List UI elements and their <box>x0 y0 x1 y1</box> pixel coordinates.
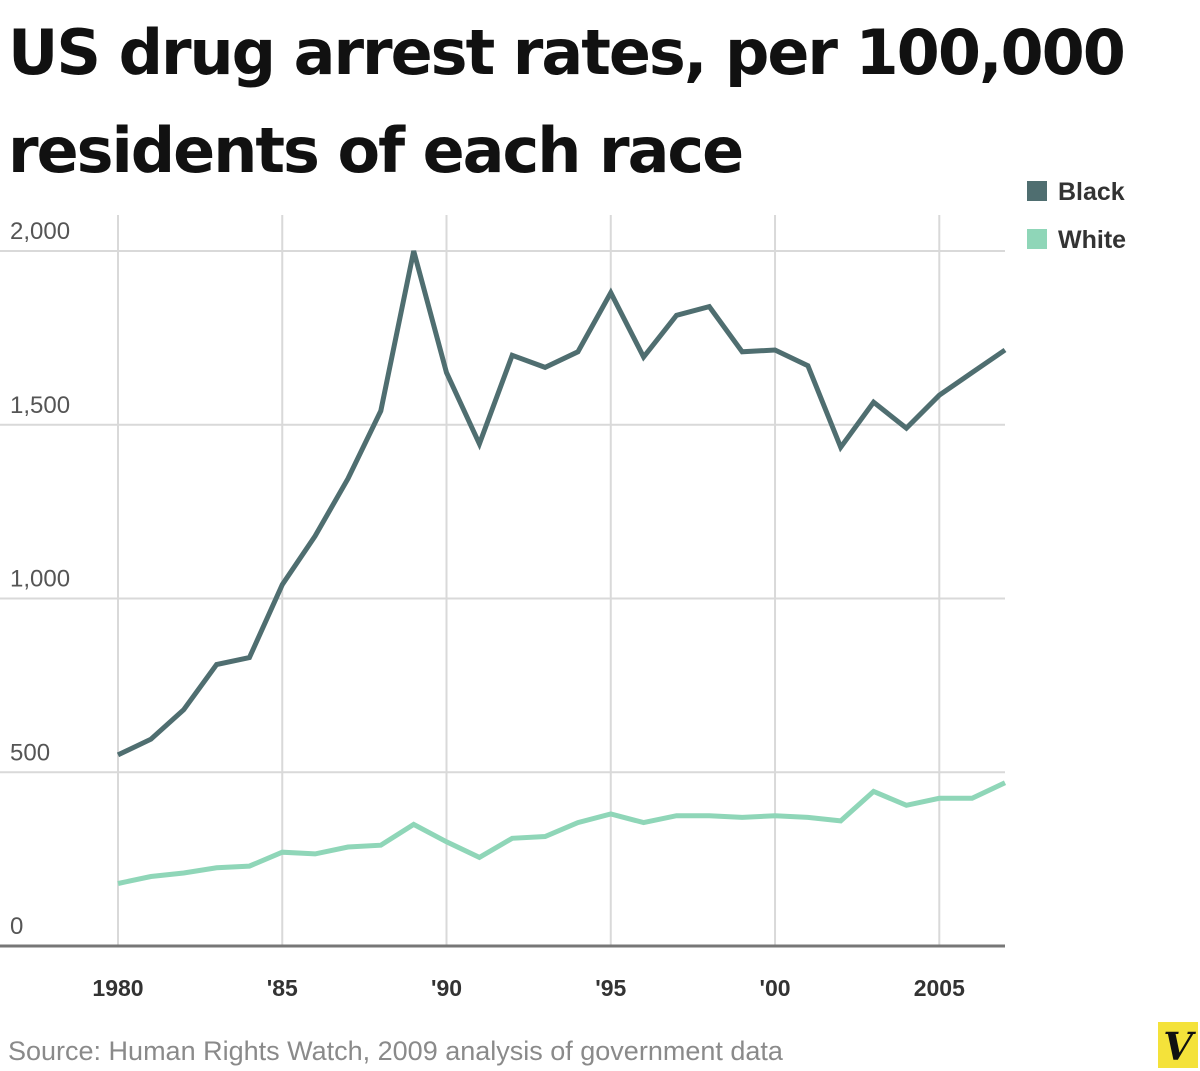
x-tick-label: 2005 <box>914 975 965 1001</box>
y-tick-label: 1,500 <box>10 392 70 419</box>
chart-title-line-1: US drug arrest rates, per 100,000 <box>8 16 1126 89</box>
vox-logo: V <box>1158 1022 1198 1068</box>
x-tick-label: '00 <box>760 975 791 1001</box>
y-tick-label: 0 <box>10 913 23 940</box>
x-tick-label: '95 <box>595 975 626 1001</box>
series-line-black <box>116 250 1007 758</box>
series-line-white <box>117 780 1007 886</box>
x-tick-label: '90 <box>431 975 462 1001</box>
x-tick-label: '85 <box>267 975 298 1001</box>
y-tick-label: 500 <box>10 739 50 766</box>
source-note: Source: Human Rights Watch, 2009 analysi… <box>8 1036 783 1066</box>
x-tick-label: 1980 <box>92 975 143 1001</box>
legend-label-white: White <box>1058 226 1126 254</box>
legend-swatch-white <box>1027 229 1047 249</box>
chart-title-line-2: residents of each race <box>8 114 744 187</box>
legend-label-black: Black <box>1058 178 1125 206</box>
y-tick-label: 1,000 <box>10 566 70 593</box>
y-tick-label: 2,000 <box>10 218 70 245</box>
line-chart: 0 500 1,000 1,500 2,000 1980 '85 '90 '95 '00 2005 B… <box>0 178 1126 1001</box>
legend-swatch-black <box>1027 181 1047 201</box>
chart-title: US drug arrest rates, per 100,000 reside… <box>8 4 1198 200</box>
vox-logo-letter: V <box>1163 1024 1196 1068</box>
